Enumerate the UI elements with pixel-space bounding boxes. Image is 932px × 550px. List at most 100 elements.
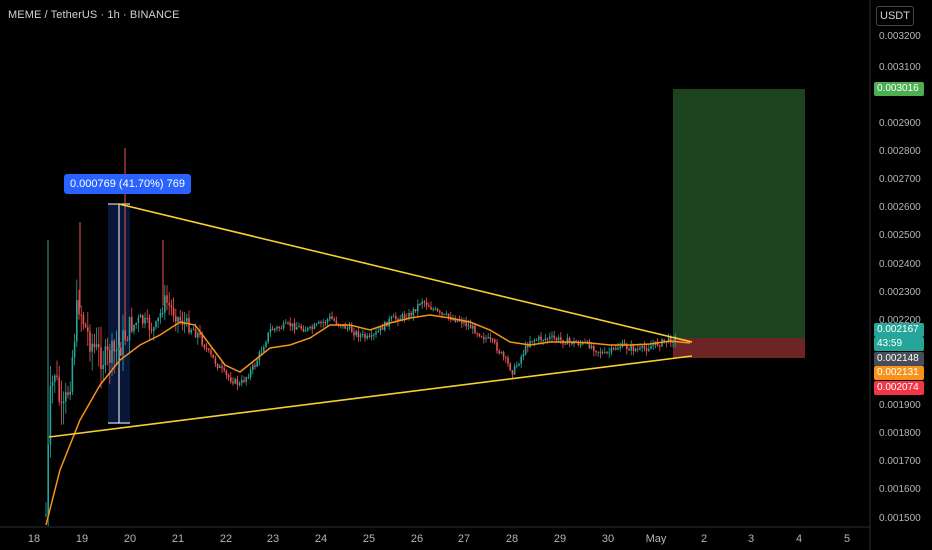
candle-body — [571, 341, 573, 345]
time-tick: 22 — [219, 533, 233, 545]
candle-body — [271, 328, 274, 331]
candle-body — [212, 354, 214, 359]
candle-body — [564, 343, 566, 345]
candle-body — [476, 333, 478, 335]
candle-body — [601, 352, 604, 354]
candle-body — [674, 336, 676, 342]
chart-title: MEME / TetherUS · 1h · BINANCE — [8, 9, 180, 21]
candle-body — [549, 336, 551, 339]
candle-body — [146, 317, 148, 319]
candle-body — [588, 341, 591, 349]
lower-trend-line[interactable] — [48, 355, 693, 438]
price-tick: 0.001500 — [879, 513, 921, 524]
candle-body — [505, 357, 507, 359]
time-tick: 27 — [457, 533, 471, 545]
time-tick: 26 — [410, 533, 424, 545]
candle-body — [117, 347, 120, 351]
candle-body — [659, 345, 661, 347]
candle-body — [392, 316, 395, 318]
time-tick: 23 — [266, 533, 280, 545]
candle-body — [168, 302, 170, 306]
candle-body — [491, 338, 494, 340]
candle-body — [586, 341, 588, 343]
measure-tooltip: 0.000769 (41.70%) 769 — [64, 174, 191, 194]
candle-body — [249, 369, 252, 378]
candle-body — [412, 308, 415, 316]
candle-body — [236, 378, 239, 385]
candle-body — [335, 320, 338, 324]
candle-body — [344, 324, 346, 329]
candle-body — [69, 391, 71, 395]
candle-body — [267, 332, 269, 343]
candle-body — [441, 312, 443, 315]
candle-body — [461, 320, 463, 324]
time-tick: 24 — [314, 533, 328, 545]
candle-body — [434, 308, 437, 310]
candle-body — [496, 342, 498, 351]
candle-body — [414, 308, 417, 312]
candle-body — [656, 341, 659, 346]
time-tick: 3 — [747, 533, 755, 545]
candle-body — [95, 344, 98, 348]
candle-body — [489, 337, 492, 339]
candle-body — [315, 323, 318, 325]
candle-body — [430, 306, 432, 310]
candle-body — [150, 329, 153, 331]
candle-body — [139, 315, 142, 318]
candle-body — [346, 328, 349, 330]
candle-body — [216, 363, 219, 368]
candle-body — [311, 326, 313, 329]
candle-body — [663, 339, 665, 342]
candle-body — [511, 370, 514, 375]
candle-body — [555, 338, 558, 341]
candle-body — [630, 345, 632, 351]
candle-body — [542, 340, 544, 342]
candle-body — [322, 321, 324, 323]
candle-body — [619, 346, 621, 349]
candle-body — [214, 358, 217, 364]
target-zone[interactable] — [673, 89, 805, 338]
candle-body — [366, 335, 368, 339]
candle-body — [439, 311, 441, 313]
candle-body — [610, 347, 613, 353]
candle-body — [172, 307, 175, 316]
price-tick: 0.002600 — [879, 202, 921, 213]
candle-body — [632, 345, 635, 351]
candle-body — [353, 332, 355, 336]
time-tick: 20 — [123, 533, 137, 545]
time-tick: 25 — [362, 533, 376, 545]
upper-trend-line[interactable] — [118, 203, 693, 343]
candle-body — [76, 300, 78, 342]
candle-body — [170, 305, 173, 308]
candle-body — [397, 318, 399, 322]
candle-body — [667, 337, 670, 343]
candle-body — [546, 338, 549, 340]
candle-body — [672, 341, 674, 343]
candle-body — [186, 317, 188, 322]
candle-body — [120, 347, 122, 356]
candle-body — [527, 345, 529, 348]
candle-body — [370, 334, 373, 337]
candle-body — [478, 333, 481, 337]
candle-body — [192, 329, 195, 331]
candle-body — [390, 316, 393, 319]
candle-body — [483, 337, 485, 340]
candle-body — [111, 340, 113, 363]
candle-body — [256, 360, 258, 367]
candle-body — [615, 348, 617, 350]
price-tick: 0.002900 — [879, 118, 921, 129]
stop-zone[interactable] — [673, 338, 805, 358]
candle-body — [456, 319, 459, 322]
currency-button[interactable]: USDT — [876, 6, 914, 26]
candle-body — [522, 354, 525, 357]
price-tick: 0.002800 — [879, 146, 921, 157]
candle-body — [276, 326, 278, 329]
price-tick: 0.002300 — [879, 287, 921, 298]
candle-body — [419, 303, 421, 305]
candle-body — [447, 313, 450, 318]
price-tick: 0.003200 — [879, 31, 921, 42]
candle-body — [128, 316, 131, 341]
candle-body — [472, 325, 474, 329]
price-tick: 0.002700 — [879, 174, 921, 185]
